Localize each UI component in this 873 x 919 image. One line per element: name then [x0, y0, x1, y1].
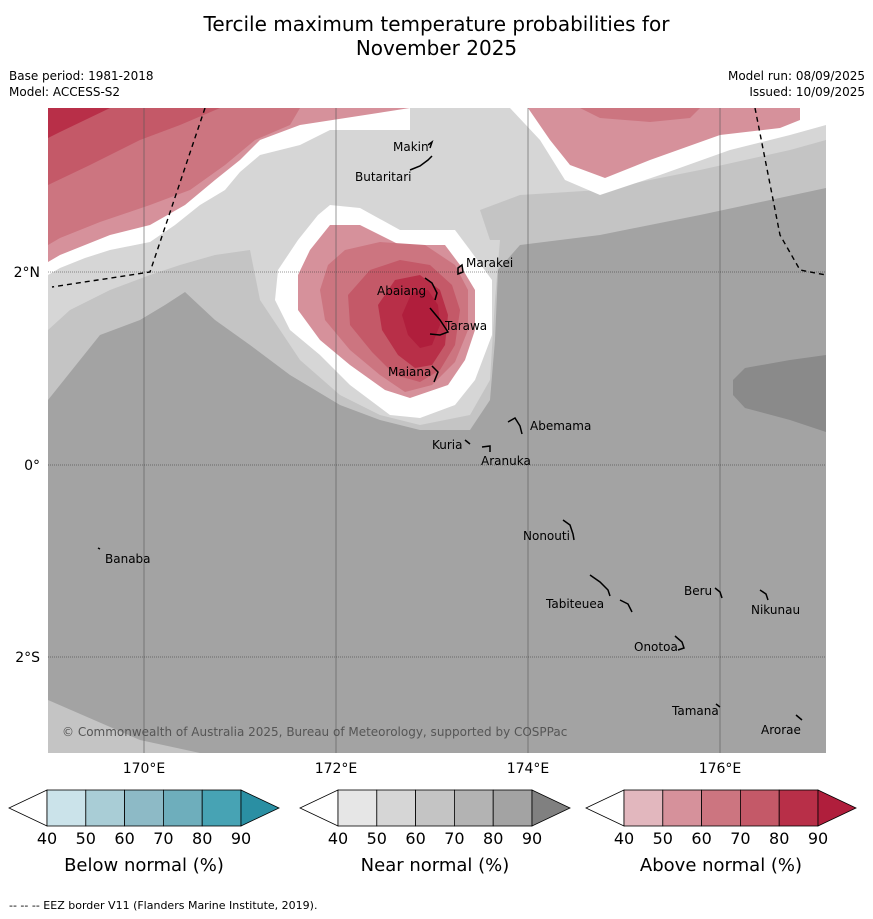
colorbar-title: Above normal (%) [640, 855, 802, 876]
colorbar-segment [701, 789, 741, 827]
island-label-tabiteuea: Tabiteuea [545, 597, 604, 611]
colorbar-segment [124, 789, 164, 827]
colorbar-segment [376, 789, 416, 827]
above-normal-nw-70 [48, 108, 220, 185]
colorbar-tick-label: 40 [614, 829, 634, 848]
copyright-text: © Commonwealth of Australia 2025, Bureau… [62, 725, 567, 739]
colorbar-tick-label: 50 [653, 829, 673, 848]
island-label-aranuka: Aranuka [481, 454, 531, 468]
colorbar-tick-label: 50 [76, 829, 96, 848]
lon-label-172e: 172°E [315, 761, 358, 777]
colorbar-below: 40 50 60 70 80 90 Below normal (%) [8, 789, 280, 876]
latitude-labels: 2°N 0° 2°S [14, 265, 41, 666]
island-label-tamana: Tamana [671, 704, 719, 718]
colorbar-tick-label: 90 [522, 829, 542, 848]
colorbar-tick-label: 70 [444, 829, 464, 848]
colorbar-over-triangle [817, 789, 857, 827]
colorbar-segment [740, 789, 780, 827]
island-label-arorae: Arorae [761, 723, 801, 737]
colorbar-over-triangle [531, 789, 571, 827]
lat-label-2s: 2°S [15, 650, 40, 666]
colorbar-tick-label: 90 [231, 829, 251, 848]
colorbar-title: Near normal (%) [361, 855, 510, 876]
lon-label-176e: 176°E [699, 761, 742, 777]
colorbar-under-triangle [585, 789, 625, 827]
model-name: Model: ACCESS-S2 [9, 85, 121, 99]
map-area: Makin Butaritari Marakei Abaiang Tarawa Maian… [48, 108, 826, 753]
colorbar-segment [778, 789, 819, 827]
colorbar-tick-label: 90 [808, 829, 828, 848]
colorbar-title: Below normal (%) [64, 855, 224, 876]
colorbar-segment [46, 789, 87, 827]
lat-label-2n: 2°N [14, 265, 40, 281]
colorbar-segment [623, 789, 664, 827]
island-label-beru: Beru [684, 584, 712, 598]
colorbar-tick-label: 80 [769, 829, 789, 848]
island-label-nonouti: Nonouti [523, 529, 570, 543]
colorbar-tick-label: 60 [405, 829, 425, 848]
island-outlines [97, 139, 803, 721]
colorbar-tick-label: 80 [483, 829, 503, 848]
near-normal-60-ne-region [480, 140, 826, 240]
above-normal-ne-60 [580, 108, 700, 122]
colorbar-segment [492, 789, 533, 827]
issued-date: Issued: 10/09/2025 [749, 85, 865, 99]
island-label-tarawa: Tarawa [444, 319, 487, 333]
colorbar-segment [85, 789, 126, 827]
title-line-2: November 2025 [355, 36, 518, 60]
colorbar-segment [337, 789, 378, 827]
title-line-1: Tercile maximum temperature probabilitie… [203, 12, 670, 36]
colorbar-tick-label: 40 [328, 829, 348, 848]
colorbar-under-triangle [299, 789, 339, 827]
island-label-nikunau: Nikunau [751, 603, 800, 617]
island-label-abaiang: Abaiang [377, 284, 426, 298]
colorbar-tick-label: 50 [367, 829, 387, 848]
eez-border [51, 108, 826, 288]
colorbar-tick-label: 60 [114, 829, 134, 848]
colorbar-tick-label: 70 [153, 829, 173, 848]
map-title: Tercile maximum temperature probabilitie… [0, 12, 873, 60]
colorbar-over-triangle [240, 789, 280, 827]
near-normal-80-region [733, 355, 826, 432]
meta-right: Model run: 08/09/2025 Issued: 10/09/2025 [728, 68, 865, 100]
colorbar-near: 40 50 60 70 80 90 Near normal (%) [299, 789, 571, 876]
colorbars: 40 50 60 70 80 90 Below normal (%) 40 50 60 70 80 90… [8, 789, 857, 876]
island-label-onotoa: Onotoa [634, 640, 678, 654]
above-normal-nw-80 [48, 108, 110, 138]
island-label-maiana: Maiana [388, 365, 431, 379]
longitude-gridlines [143, 108, 721, 753]
island-label-kuria: Kuria [432, 438, 463, 452]
colorbar-tick-label: 60 [691, 829, 711, 848]
colorbar-segment [662, 789, 702, 827]
eez-footnote: -- -- -- EEZ border V11 (Flanders Marine… [9, 899, 318, 912]
colorbar-tick-label: 80 [192, 829, 212, 848]
colorbar-segment [162, 789, 203, 827]
latitude-gridlines [48, 271, 826, 658]
colorbar-tick-label: 70 [730, 829, 750, 848]
island-label-abemama: Abemama [530, 419, 591, 433]
model-run: Model run: 08/09/2025 [727, 69, 865, 83]
island-label-makin: Makin [393, 140, 429, 154]
lon-label-170e: 170°E [123, 761, 166, 777]
island-label-butaritari: Butaritari [355, 170, 412, 184]
longitude-labels: 170°E 172°E 174°E 176°E [123, 761, 742, 777]
base-period: Base period: 1981-2018 [9, 69, 154, 83]
island-labels: Makin Butaritari Marakei Abaiang Tarawa Maian… [105, 140, 801, 737]
colorbar-segment [201, 789, 242, 827]
colorbar-above: 40 50 60 70 80 90 Above normal (%) [585, 789, 857, 876]
lon-label-174e: 174°E [507, 761, 550, 777]
above-normal-ne-50 [528, 108, 800, 178]
colorbar-tick-label: 40 [37, 829, 57, 848]
island-label-marakei: Marakei [466, 256, 513, 270]
colorbar-segment [415, 789, 455, 827]
near-normal-60-sw-region [48, 700, 200, 753]
island-label-banaba: Banaba [105, 552, 151, 566]
colorbar-segment [453, 789, 494, 827]
lat-label-0: 0° [24, 458, 40, 474]
meta-left: Base period: 1981-2018 Model: ACCESS-S2 [9, 68, 154, 100]
colorbar-under-triangle [8, 789, 48, 827]
